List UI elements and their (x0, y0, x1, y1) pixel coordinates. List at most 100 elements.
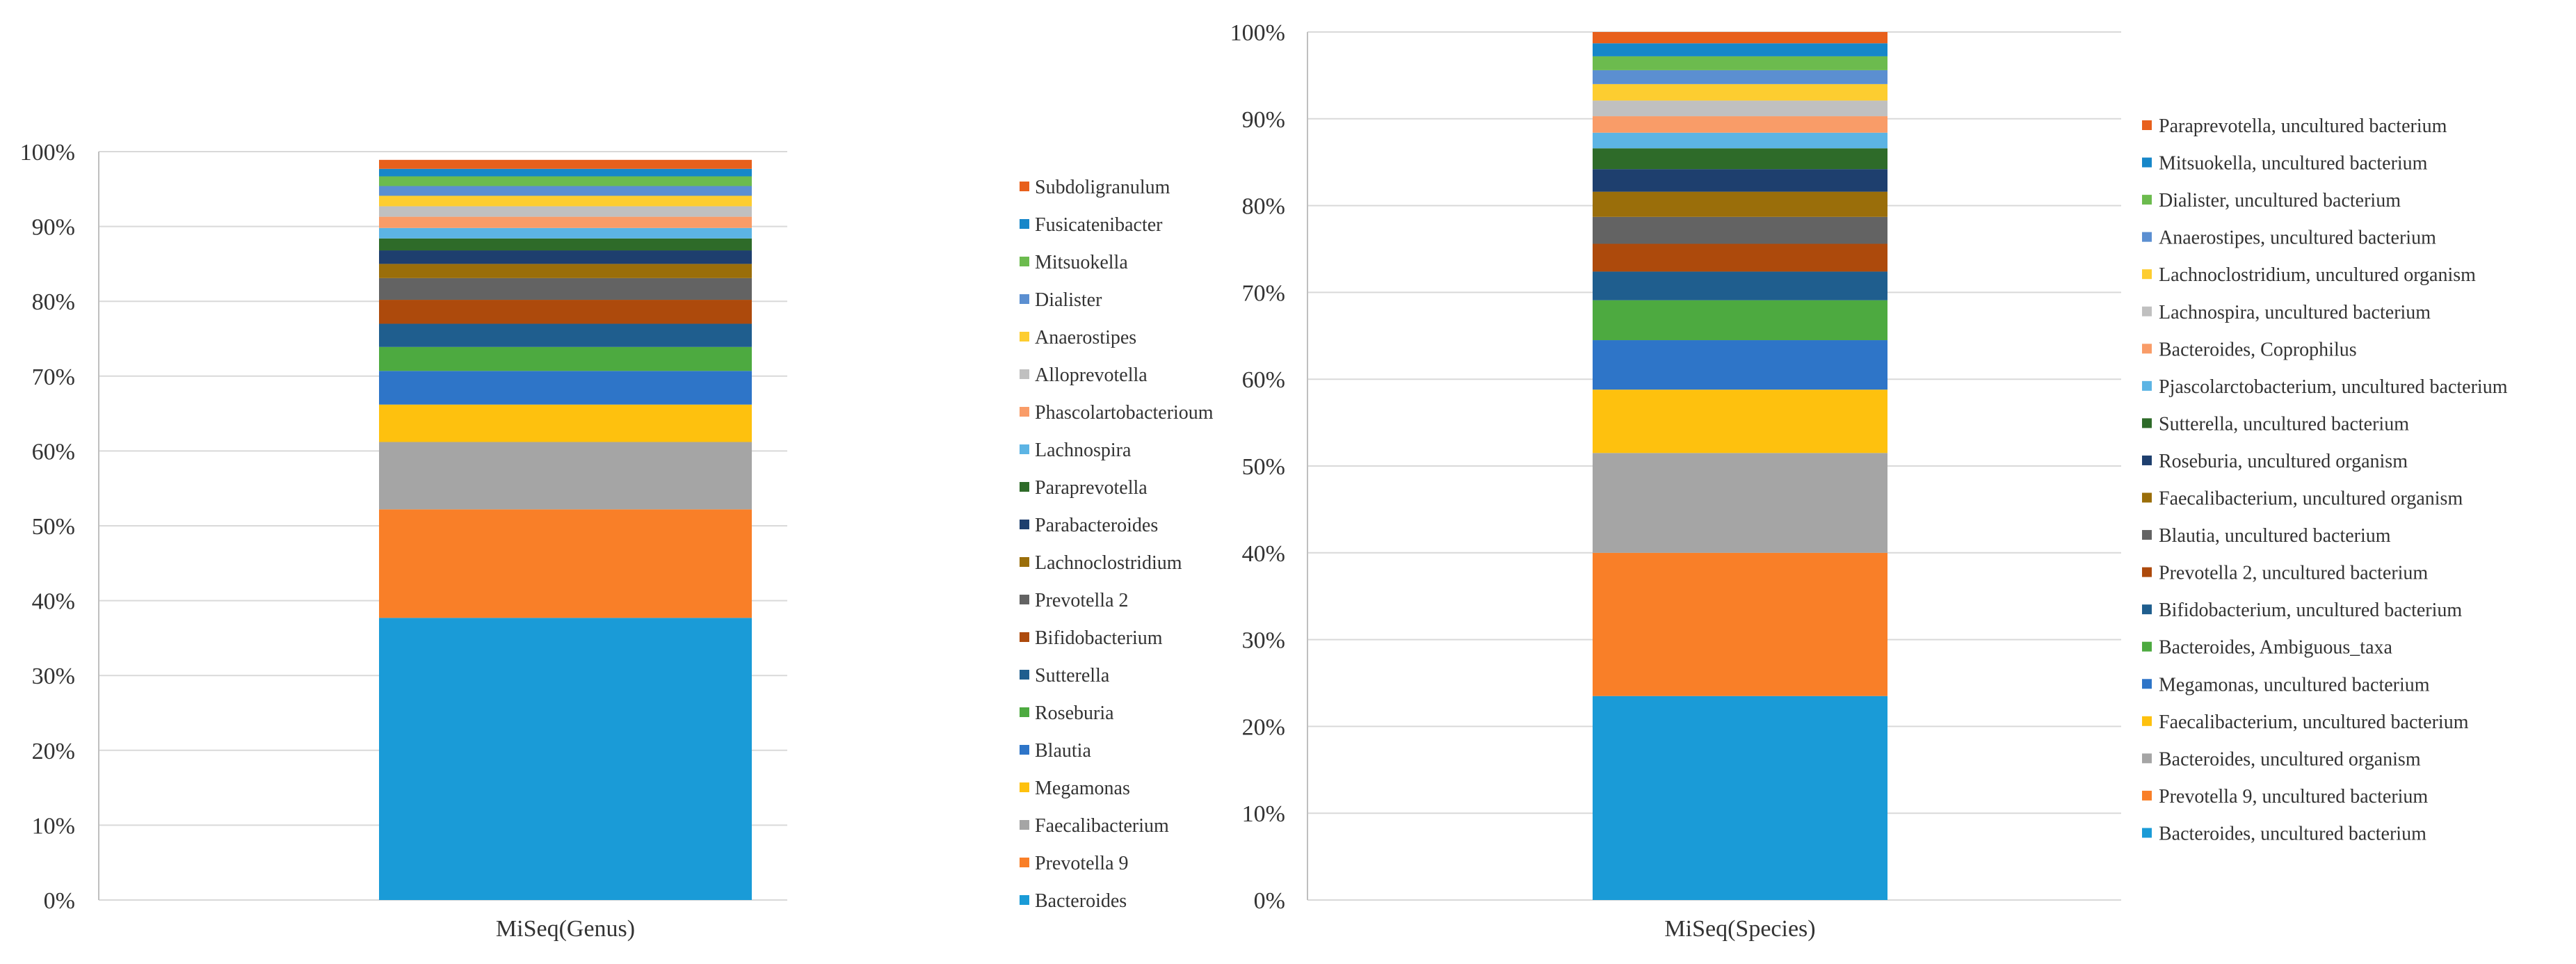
genus-y-tick-label: 70% (32, 364, 75, 390)
species-legend-swatch (2142, 604, 2152, 615)
genus-legend-label: Mitsuokella (1035, 252, 1128, 273)
genus-bar-segment-18 (379, 168, 752, 177)
genus-legend-swatch (1020, 369, 1029, 379)
species-bar-segment-8 (1593, 216, 1887, 244)
species-y-tick-label: 40% (1242, 541, 1285, 567)
species-legend-swatch (2142, 790, 2152, 801)
genus-legend-swatch (1020, 895, 1029, 905)
genus-legend-label: Bifidobacterium (1035, 627, 1163, 649)
species-y-tick-label: 30% (1242, 628, 1285, 654)
species-legend-swatch (2142, 641, 2152, 652)
species-legend-label: Bifidobacterium, uncultured bacterium (2159, 600, 2462, 621)
species-legend-label: Dialister, uncultured bacterium (2159, 190, 2401, 211)
genus-bar-segment-19 (379, 159, 752, 169)
species-bar-segment-16 (1593, 70, 1887, 84)
species-legend-label: Lachnoclostridium, uncultured organism (2159, 264, 2476, 286)
genus-legend-label: Blautia (1035, 740, 1091, 762)
species-legend-label: Bacteroides, uncultured bacterium (2159, 823, 2426, 844)
species-legend-label: Bacteroides, Coprophilus (2159, 339, 2357, 360)
species-legend-swatch (2142, 120, 2152, 130)
species-legend-label: Mitsuokella, uncultured bacterium (2159, 153, 2428, 175)
species-bar-segment-14 (1593, 100, 1887, 117)
species-bar-segment-3 (1593, 389, 1887, 453)
genus-legend-label: Paraprevotella (1035, 477, 1148, 499)
genus-category-label: MiSeq(Genus) (496, 916, 635, 942)
species-y-tick-label: 60% (1242, 367, 1285, 393)
species-bar-segment-9 (1593, 191, 1887, 217)
species-y-tick-label: 80% (1242, 194, 1285, 220)
genus-bar-segment-9 (379, 264, 752, 278)
species-legend-swatch (2142, 306, 2152, 316)
species-bar-segment-0 (1593, 696, 1887, 900)
species-legend-label: Prevotella 9, uncultured bacterium (2159, 786, 2428, 808)
genus-legend-label: Phascolartobacterioum (1035, 402, 1214, 424)
genus-legend-swatch (1020, 557, 1029, 567)
genus-y-tick-label: 100% (20, 140, 75, 166)
species-legend-swatch (2142, 716, 2152, 726)
species-legend-label: Lachnospira, uncultured bacterium (2159, 302, 2431, 323)
species-category-label: MiSeq(Species) (1664, 916, 1815, 942)
species-bar-segment-7 (1593, 243, 1887, 272)
genus-legend-swatch (1020, 858, 1029, 867)
species-legend-label: Paraprevotella, uncultured bacterium (2159, 115, 2447, 137)
genus-legend-label: Megamonas (1035, 778, 1130, 799)
species-chart: 0% 10% 20% 30% 40% 50% 60% 70% 80% 90% 100% MiSeq(S… (1230, 20, 2508, 942)
species-bar-segment-4 (1593, 340, 1887, 390)
species-legend-swatch (2142, 828, 2152, 838)
genus-legend-swatch (1020, 670, 1029, 680)
genus-legend-label: Dialister (1035, 289, 1102, 311)
genus-bar-segment-17 (379, 176, 752, 186)
genus-legend-swatch (1020, 520, 1029, 529)
genus-bar-segment-6 (379, 323, 752, 347)
genus-bar-segment-0 (379, 618, 752, 900)
genus-y-tick-label: 50% (32, 514, 75, 540)
species-legend-swatch (2142, 380, 2152, 391)
species-legend-swatch (2142, 753, 2152, 764)
genus-y-tick-label: 90% (32, 215, 75, 241)
species-legend-label: Bacteroides, Ambiguous_taxa (2159, 637, 2393, 659)
genus-bar-segment-15 (379, 195, 752, 207)
genus-legend-label: Roseburia (1035, 702, 1114, 724)
genus-y-tick-label: 80% (32, 289, 75, 315)
species-legend-swatch (2142, 232, 2152, 242)
genus-bar-segment-13 (379, 216, 752, 228)
genus-legend-swatch (1020, 745, 1029, 755)
genus-y-tick-label: 60% (32, 439, 75, 465)
genus-y-tick-label: 20% (32, 739, 75, 764)
species-bar-segment-18 (1593, 43, 1887, 56)
genus-chart: 0% 10% 20% 30% 40% 50% 60% 70% 80% 90% 100% MiSeq(G… (20, 140, 1214, 942)
genus-legend-swatch (1020, 219, 1029, 229)
genus-legend-swatch (1020, 820, 1029, 830)
genus-bar-segment-16 (379, 186, 752, 196)
species-legend-label: Pjascolarctobacterium, uncultured bacter… (2159, 376, 2508, 398)
species-bar-segment-17 (1593, 56, 1887, 70)
species-legend-label: Anaerostipes, uncultured bacterium (2159, 227, 2436, 249)
genus-legend-label: Lachnoclostridium (1035, 552, 1182, 574)
species-bar-segment-10 (1593, 169, 1887, 192)
genus-legend-label: Bacteroides (1035, 890, 1127, 912)
species-y-tick-label: 10% (1242, 801, 1285, 827)
genus-y-tick-label: 10% (32, 813, 75, 839)
genus-legend-swatch (1020, 407, 1029, 417)
genus-bar-segment-14 (379, 206, 752, 217)
species-legend-swatch (2142, 679, 2152, 689)
genus-bar-segment-8 (379, 278, 752, 300)
species-legend-swatch (2142, 344, 2152, 354)
genus-y-tick-label: 0% (44, 888, 75, 914)
genus-bar-segment-12 (379, 227, 752, 239)
genus-legend-swatch (1020, 294, 1029, 304)
genus-legend-label: Prevotella 2 (1035, 590, 1129, 611)
species-legend-label: Faecalibacterium, uncultured organism (2159, 488, 2463, 510)
genus-legend-swatch (1020, 632, 1029, 642)
species-legend-label: Megamonas, uncultured bacterium (2159, 674, 2430, 696)
species-y-tick-label: 50% (1242, 454, 1285, 480)
species-legend-swatch (2142, 567, 2152, 577)
genus-bar-segment-4 (379, 371, 752, 405)
genus-y-tick-label: 30% (32, 664, 75, 689)
species-legend-swatch (2142, 269, 2152, 280)
species-legend-label: Faecalibacterium, uncultured bacterium (2159, 712, 2469, 733)
species-legend-label: Blautia, uncultured bacterium (2159, 525, 2391, 547)
species-bar-segment-2 (1593, 453, 1887, 553)
species-bar-segment-11 (1593, 148, 1887, 170)
